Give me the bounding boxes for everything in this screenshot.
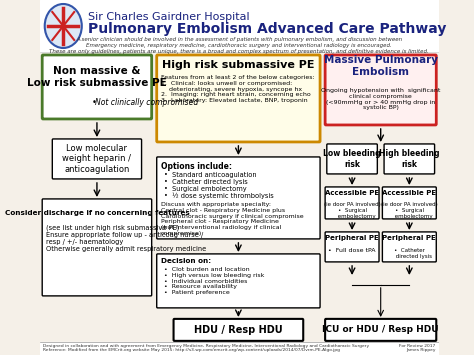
Text: HDU / Resp HDU: HDU / Resp HDU (194, 325, 283, 335)
Text: Peripheral PE: Peripheral PE (325, 235, 379, 241)
Text: •: • (92, 98, 97, 108)
Text: For Review 2017
James Rippey: For Review 2017 James Rippey (399, 344, 436, 353)
Bar (40, 0, 439, 52)
FancyBboxPatch shape (325, 319, 436, 341)
Text: Low molecular
weight heparin /
anticoagulation: Low molecular weight heparin / anticoagu… (63, 144, 131, 174)
Text: High risk submassive PE: High risk submassive PE (162, 60, 315, 70)
Bar (40, 342, 439, 355)
FancyBboxPatch shape (42, 55, 152, 119)
Text: (see list under high risk submassive PE)
Ensure appropriate follow up - anticoag: (see list under high risk submassive PE)… (46, 225, 207, 252)
Text: Non massive &
Low risk submassive PE: Non massive & Low risk submassive PE (27, 66, 167, 88)
Circle shape (45, 4, 82, 48)
FancyBboxPatch shape (42, 199, 152, 296)
Text: •  Full dose tPA: • Full dose tPA (328, 248, 376, 253)
Text: Peripheral PE: Peripheral PE (383, 235, 436, 241)
Text: Accessible PE: Accessible PE (382, 190, 437, 196)
FancyBboxPatch shape (157, 157, 320, 239)
Text: •  Standard anticoagulation
•  Catheter directed lysis
•  Surgical embolectomy
•: • Standard anticoagulation • Catheter di… (164, 172, 274, 199)
Text: (ie door PA involved)
•  Surgical
     embolectomy: (ie door PA involved) • Surgical embolec… (381, 202, 438, 219)
FancyBboxPatch shape (52, 139, 142, 179)
FancyBboxPatch shape (325, 55, 436, 125)
FancyBboxPatch shape (383, 187, 436, 219)
Text: (ie door PA involved)
•  Surgical
     embolectomy: (ie door PA involved) • Surgical embolec… (324, 202, 381, 219)
Text: Features from at least 2 of the below categories:
1.  Clinical: looks unwell or : Features from at least 2 of the below ca… (161, 75, 315, 103)
FancyBboxPatch shape (325, 187, 379, 219)
Text: Designed in collaboration and with agreement from Emergency Medicine, Respirator: Designed in collaboration and with agree… (43, 344, 369, 353)
FancyBboxPatch shape (173, 319, 303, 341)
Text: A senior clinician should be involved in the assessment of patients with pulmona: A senior clinician should be involved in… (49, 37, 429, 54)
Text: Pulmonary Embolism Advanced Care Pathway: Pulmonary Embolism Advanced Care Pathway (88, 22, 446, 36)
Text: Not clinically compromised: Not clinically compromised (95, 98, 199, 108)
Text: Ongoing hypotension with  significant
clinical compromise
(<90mmHg or > 40 mmHg : Ongoing hypotension with significant cli… (321, 88, 440, 110)
Text: Sir Charles Gairdner Hospital: Sir Charles Gairdner Hospital (88, 12, 249, 22)
Text: High bleeding
risk: High bleeding risk (379, 149, 439, 169)
FancyBboxPatch shape (157, 55, 320, 142)
Text: ICU or HDU / Resp HDU: ICU or HDU / Resp HDU (322, 326, 439, 334)
Text: •  Catheter
     directed lysis: • Catheter directed lysis (387, 248, 432, 259)
Text: Decision on:: Decision on: (161, 258, 211, 264)
Text: Consider discharge if no concerning features: Consider discharge if no concerning feat… (5, 210, 189, 216)
Text: Massive Pulmonary
Embolism: Massive Pulmonary Embolism (324, 55, 438, 77)
FancyBboxPatch shape (383, 232, 436, 262)
Text: Discuss with appropriate specialty:
Central clot - Respiratory Medicine plus
Car: Discuss with appropriate specialty: Cent… (161, 202, 303, 236)
Text: Accessible PE: Accessible PE (325, 190, 379, 196)
FancyBboxPatch shape (325, 232, 379, 262)
Text: Options include:: Options include: (161, 162, 232, 171)
FancyBboxPatch shape (327, 144, 377, 174)
FancyBboxPatch shape (384, 144, 435, 174)
Text: Low bleeding
risk: Low bleeding risk (323, 149, 381, 169)
Text: •  Clot burden and location
•  High versus low bleeding risk
•  Individual comor: • Clot burden and location • High versus… (164, 267, 264, 295)
FancyBboxPatch shape (157, 254, 320, 308)
